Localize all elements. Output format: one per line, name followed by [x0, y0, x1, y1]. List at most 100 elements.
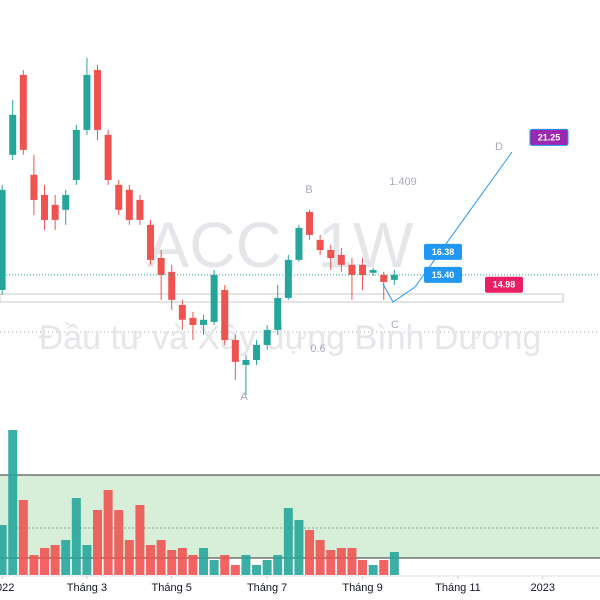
volume-bar	[40, 548, 50, 575]
volume-bar	[93, 510, 103, 575]
price-label: 15.40	[432, 270, 455, 280]
ratio-label: 1.409	[389, 176, 417, 188]
volume-bar	[146, 545, 156, 575]
volume-bar	[135, 505, 145, 575]
candle-body	[263, 329, 271, 345]
candle-body	[327, 250, 335, 258]
candle-body	[295, 227, 303, 260]
ratio-label: 0.6	[310, 343, 325, 355]
candle-body	[200, 319, 208, 325]
price-badge	[529, 128, 569, 146]
volume-bar	[18, 500, 28, 575]
volume-bar	[379, 560, 389, 575]
volume-bar	[283, 508, 293, 575]
candle-body	[253, 344, 261, 360]
volume-bar	[326, 550, 336, 575]
volume-bar	[241, 555, 251, 575]
x-tick-label: 2022	[0, 582, 14, 594]
candle-body	[125, 189, 133, 220]
pattern-label: D	[495, 141, 503, 153]
volume-bar	[8, 430, 18, 575]
volume-bar	[220, 555, 230, 575]
volume-bar	[188, 555, 198, 575]
volume-bar	[262, 560, 272, 575]
volume-bar	[0, 525, 7, 575]
volume-bar	[114, 510, 124, 575]
candle-body	[19, 74, 27, 150]
volume-bar	[315, 540, 325, 575]
x-tick-label: Tháng 9	[342, 582, 382, 594]
candle-body	[231, 340, 239, 362]
volume-bar	[167, 550, 177, 575]
candle-body	[104, 134, 112, 180]
x-tick-label: Tháng 5	[152, 582, 192, 594]
volume-bar	[358, 560, 368, 575]
candle-body	[147, 224, 155, 260]
candle-body	[9, 114, 17, 155]
candle-body	[348, 264, 356, 275]
volume-bar	[50, 545, 60, 575]
volume-bar	[103, 490, 113, 575]
candle-body	[0, 189, 6, 290]
volume-bar	[82, 545, 92, 575]
volume-bar	[252, 565, 262, 575]
pattern-label: B	[305, 184, 312, 196]
candle-body	[189, 317, 197, 325]
candle-body	[359, 264, 367, 275]
volume-bar	[209, 560, 219, 575]
price-label: 14.98	[493, 280, 516, 290]
volume-bar	[305, 530, 315, 575]
x-tick-label: Tháng 7	[247, 582, 287, 594]
price-badge	[424, 266, 462, 283]
volume-bar	[71, 498, 81, 575]
candle-body	[115, 184, 123, 210]
candle-body	[94, 69, 102, 130]
candle-body	[390, 274, 398, 280]
candle-body	[369, 269, 377, 273]
x-tick-label: Tháng 11	[435, 582, 481, 594]
watermark: ACC, 1W	[147, 209, 414, 281]
volume-bar	[61, 540, 71, 575]
watermark: Đầu tư và Xây dựng Bình Dương	[39, 319, 542, 357]
candle-body	[380, 274, 388, 282]
volume-bar	[156, 540, 166, 575]
candle-body	[210, 274, 218, 322]
candle-body	[136, 199, 144, 220]
candles	[0, 58, 399, 575]
price-badge	[424, 243, 462, 260]
candle-body	[72, 129, 80, 180]
volume-bar	[199, 548, 209, 575]
candle-body	[178, 304, 186, 320]
volume-bar	[177, 548, 187, 575]
candle-body	[221, 289, 229, 341]
candle-body	[41, 195, 49, 220]
volume-bar	[368, 565, 378, 575]
candle-body	[168, 271, 176, 300]
volume-bar	[273, 555, 283, 575]
volume-bar	[336, 548, 346, 575]
projection-line	[414, 151, 513, 288]
pattern-line	[382, 283, 416, 303]
x-tick-label: 2023	[531, 582, 555, 594]
candle-body	[274, 297, 282, 330]
volume-bar	[389, 552, 399, 575]
candle-body	[337, 254, 345, 265]
candle-body	[30, 174, 38, 200]
candle-body	[62, 195, 70, 210]
volume-bar	[347, 548, 357, 575]
price-label: 21.25	[538, 132, 561, 142]
range-box	[0, 293, 564, 303]
price-badge	[485, 276, 523, 293]
x-tick-label: Tháng 3	[67, 582, 107, 594]
candle-body	[157, 257, 165, 275]
pattern-label: A	[240, 391, 248, 403]
pattern-label: C	[391, 319, 399, 331]
candle-body	[242, 359, 250, 365]
candle-body	[316, 239, 324, 251]
volume-bar	[124, 540, 134, 575]
candle-body	[51, 204, 59, 220]
candle-body	[83, 74, 91, 130]
volume-bar	[294, 520, 304, 575]
price-label: 16.38	[432, 247, 455, 257]
